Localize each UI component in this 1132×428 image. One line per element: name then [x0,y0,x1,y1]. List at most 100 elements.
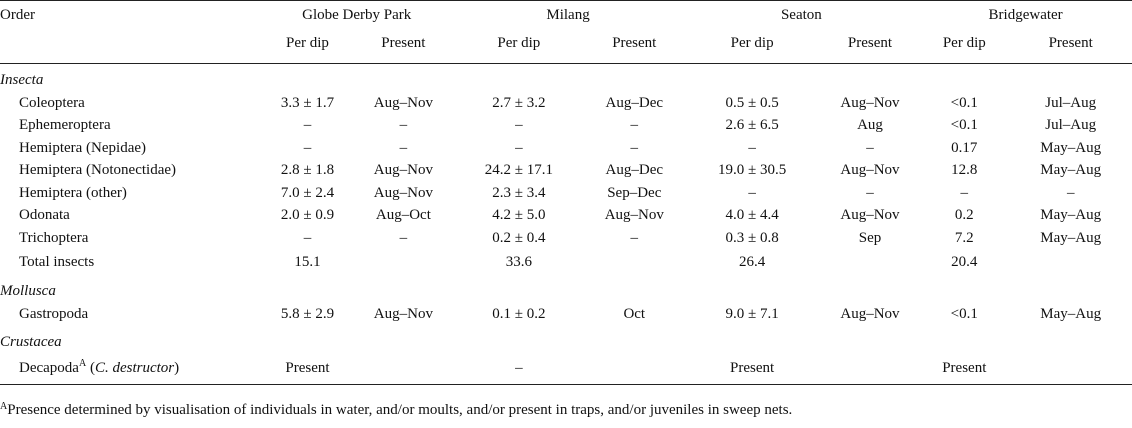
row-label: Hemiptera (Notonectidae) [19,162,177,179]
row-label: Total insects [19,254,95,270]
table-row: Coleoptera 3.3 ± 1.7 Aug–Nov 2.7 ± 3.2 Aug–D… [0,92,1132,115]
cell: <0.1 [950,306,978,323]
cell: Present [942,360,987,377]
row-label-decapoda: DecapodaA (C. destructor) [19,358,180,377]
cell: <0.1 [950,94,978,111]
table-row: Ephemeroptera – – – – 2.6 ± 6.5 Aug <0.1 Jul–Aug [0,115,1132,138]
cell: – [399,139,408,156]
cell: 4.0 ± 4.4 [725,207,779,224]
cell: 7.2 [954,229,974,246]
cell: 2.7 ± 3.2 [492,94,546,111]
cell: May–Aug [1040,229,1102,246]
cell: <0.1 [950,117,978,134]
present-header: Present [381,35,426,51]
cell: – [399,117,408,134]
cell: Aug–Nov [840,94,900,111]
cell: Sep [858,229,882,246]
cell: 3.3 ± 1.7 [280,94,335,111]
cell: – [630,139,639,156]
group-label: Mollusca [0,283,56,299]
cell: Aug [857,117,883,134]
header-row-sites: Order Globe Derby Park Milang Seaton Bri… [0,0,1132,36]
group-label: Crustacea [0,333,62,350]
present-header: Present [612,35,657,51]
insect-rows: Coleoptera 3.3 ± 1.7 Aug–Nov 2.7 ± 3.2 Aug–D… [0,92,1132,250]
table-row: Trichoptera – – 0.2 ± 0.4 – 0.3 ± 0.8 Sep 7.2 Ma… [0,227,1132,250]
site-header-seaton: Seaton [780,7,822,23]
total-value: 26.4 [739,254,766,270]
cell: Aug–Nov [840,207,900,224]
cell: Aug–Nov [373,306,433,323]
row-label: Ephemeroptera [19,117,111,134]
cell: – [748,139,756,156]
cell: – [303,139,312,156]
footnote: APresence determined by visualisation of… [0,401,793,419]
cell: – [866,184,874,201]
cell: – [303,229,312,246]
site-header-bridgewater: Bridgewater [988,7,1063,23]
cell: Aug–Nov [840,162,900,179]
cell: 12.8 [951,162,978,179]
per-dip-header: Per dip [942,35,986,51]
present-header: Present [847,35,893,51]
table-row: Hemiptera (Notonectidae) 2.8 ± 1.8 Aug–Nov… [0,160,1132,183]
cell: Aug–Nov [840,306,900,323]
row-label: Trichoptera [19,229,89,246]
table-row-gastropoda: Gastropoda 5.8 ± 2.9 Aug–Nov 0.1 ± 0.2 O… [0,304,1132,327]
cell: 0.1 ± 0.2 [492,306,546,323]
cell: 2.3 ± 3.4 [492,184,546,201]
cell: Aug–Nov [373,94,433,111]
cell: 4.2 ± 5.0 [492,207,546,224]
cell: 0.3 ± 0.8 [725,229,779,246]
cell: – [399,229,408,246]
data-table: Order Globe Derby Park Milang Seaton Bri… [0,0,1132,384]
site-header-globe-derby: Globe Derby Park [302,7,412,23]
cell: Aug–Nov [373,184,433,201]
total-row: Total insects 15.1 33.6 26.4 20.4 [0,250,1132,276]
group-row-mollusca: Mollusca [0,276,1132,304]
cell: 24.2 ± 17.1 [484,162,553,179]
cell: 19.0 ± 30.5 [718,162,787,179]
header-row-measures: Per dip Present Per dip Present Per dip … [0,35,1132,64]
cell: Jul–Aug [1045,117,1097,134]
cell: 0.17 [951,139,978,156]
cell: – [515,117,523,134]
total-value: 20.4 [951,254,978,270]
footnote-text: Presence determined by visualisation of … [7,402,793,418]
cell: – [630,229,639,246]
cell: 0.5 ± 0.5 [725,94,779,111]
cell: – [866,139,874,156]
row-label: Hemiptera (other) [19,184,127,201]
cell: Aug–Dec [605,94,664,111]
cell: 2.0 ± 0.9 [280,207,335,224]
row-label: Coleoptera [19,94,85,111]
cell: Aug–Dec [605,162,664,179]
cell: 2.6 ± 6.5 [725,117,779,134]
per-dip-header: Per dip [497,35,541,51]
row-label: Gastropoda [19,306,89,323]
table-row: Odonata 2.0 ± 0.9 Aug–Oct 4.2 ± 5.0 Aug–Nov 4… [0,205,1132,228]
total-value: 33.6 [505,254,532,270]
cell: May–Aug [1040,139,1102,156]
cell: – [630,117,639,134]
cell: May–Aug [1040,207,1102,224]
per-dip-header: Per dip [730,35,774,51]
cell: 9.0 ± 7.1 [725,306,779,323]
site-header-milang: Milang [546,7,590,23]
table-row-decapoda: DecapodaA (C. destructor) Present – Pres… [0,354,1132,384]
cell: 5.8 ± 2.9 [280,306,335,323]
cell: – [515,139,523,156]
cell: – [515,360,523,377]
cell: 2.8 ± 1.8 [280,162,335,179]
cell: – [303,117,312,134]
cell: Jul–Aug [1045,94,1097,111]
footnote-marker: A [0,401,8,412]
cell: May–Aug [1040,306,1102,323]
cell: Present [285,360,330,377]
cell: – [960,184,969,201]
cell: Aug–Nov [604,207,664,224]
cell: – [748,184,756,201]
cell: Sep–Dec [607,184,662,201]
footnote-marker: A [78,358,87,370]
